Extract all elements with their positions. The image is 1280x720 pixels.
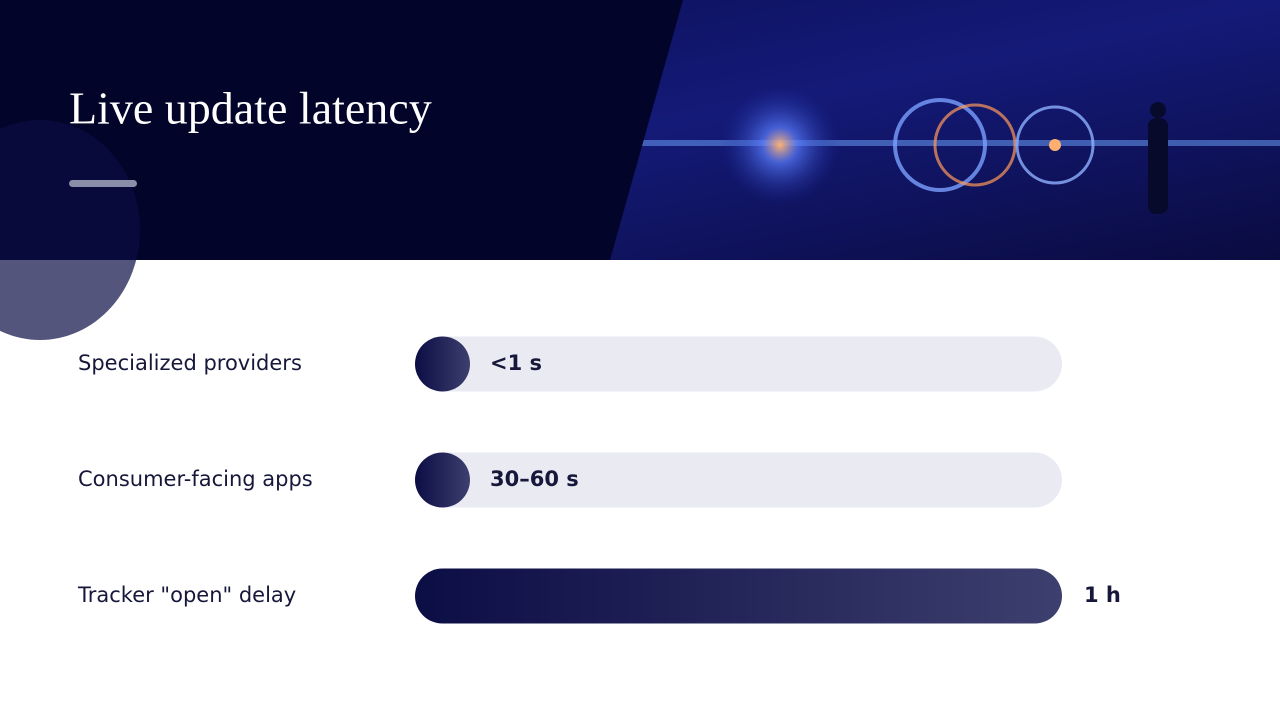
track [415,452,1062,508]
figure [1148,118,1168,214]
chart-title: Live update latency [69,83,432,134]
header-panel [0,0,683,260]
gauge [1015,105,1095,185]
light-beam [620,140,1280,146]
value-label: 30–60 s [490,467,579,491]
bar [415,568,1062,624]
value-label: <1 s [490,351,542,375]
gauge-center [1049,139,1061,151]
category-label: Tracker "open" delay [77,583,296,607]
track [415,336,1062,392]
title-underline [69,180,137,187]
bar [415,452,470,508]
category-label: Consumer-facing apps [78,467,313,491]
ring [893,98,987,192]
ring [933,103,1017,187]
orb [720,85,840,205]
header-shape [0,120,140,340]
value-label: 1 h [1084,583,1121,607]
header: Live update latency [0,0,1280,340]
category-label: Specialized providers [78,351,302,375]
figure-head [1150,102,1166,118]
bar [415,336,470,392]
